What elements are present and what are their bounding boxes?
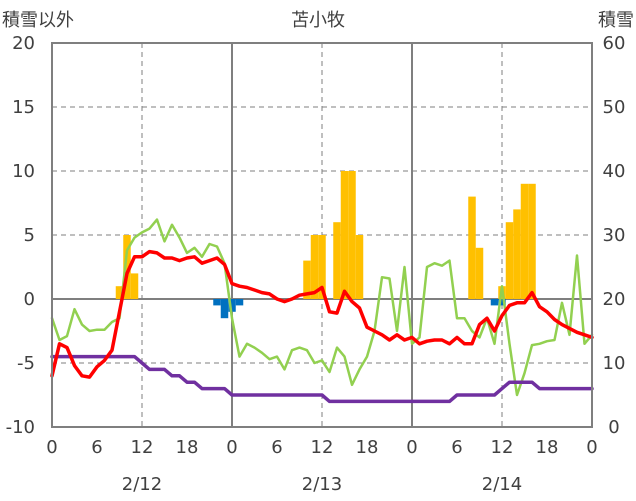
melt-bar [228,299,236,312]
x-date-label: 2/12 [122,474,162,495]
precip-bar [348,171,356,299]
x-tick-label: 12 [131,437,154,458]
precip-bar [505,222,514,299]
x-tick-label: 12 [491,437,514,458]
precip-bar [303,260,311,299]
y-right-tick-label: 60 [603,33,626,54]
x-tick-label: 0 [586,437,597,458]
y-left-tick-label: -5 [17,353,35,374]
y-left-tick-label: 10 [12,161,35,182]
precip-bar [528,183,536,299]
series-line-snow-depth [50,354,594,404]
precip-bar [468,196,476,299]
precip-bar [475,247,484,299]
melt-bar [490,299,499,306]
y-right-tick-label: 30 [603,225,626,246]
bars-layer [115,171,536,319]
x-tick-label: 6 [91,437,102,458]
melt-bar [498,299,506,306]
precip-bar [115,286,124,299]
precip-bar [333,222,341,299]
y-left-tick-label: 15 [12,97,35,118]
y-left-axis-label: 積雪以外 [2,10,74,31]
series-line-temperature [50,249,594,379]
x-tick-label: 6 [451,437,462,458]
melt-bar [235,299,244,306]
y-right-tick-label: 20 [603,289,626,310]
y-left-tick-label: 0 [24,289,35,310]
series-line-wind [50,218,594,397]
precip-bar [130,273,139,299]
y-right-tick-label: 10 [603,353,626,374]
x-tick-label: 18 [356,437,379,458]
melt-bar [213,299,221,306]
chart-title: 苫小牧 [291,10,345,31]
precip-bar [123,235,131,299]
x-tick-label: 18 [536,437,559,458]
x-tick-label: 12 [311,437,334,458]
melt-bar [220,299,229,319]
x-tick-label: 0 [406,437,417,458]
precip-bar [520,183,529,299]
precip-bar [340,171,349,299]
precip-bar [318,235,326,299]
x-tick-label: 0 [46,437,57,458]
lines-layer [50,218,594,404]
y-left-tick-label: 20 [12,33,35,54]
y-left-tick-label: 5 [24,225,35,246]
precip-bar [513,209,521,299]
y-left-tick-label: -10 [6,417,35,438]
y-right-tick-label: 40 [603,161,626,182]
y-right-axis-label: 積雪 [598,10,634,31]
x-tick-label: 6 [271,437,282,458]
x-tick-label: 18 [176,437,199,458]
x-date-label: 2/13 [302,474,342,495]
precip-bar [355,235,364,299]
y-right-tick-label: 0 [608,417,619,438]
y-right-tick-label: 50 [603,97,626,118]
x-tick-label: 0 [226,437,237,458]
x-date-label: 2/14 [482,474,522,495]
plot-frame [51,42,593,428]
precip-bar [310,235,319,299]
grid-layer [52,43,592,427]
